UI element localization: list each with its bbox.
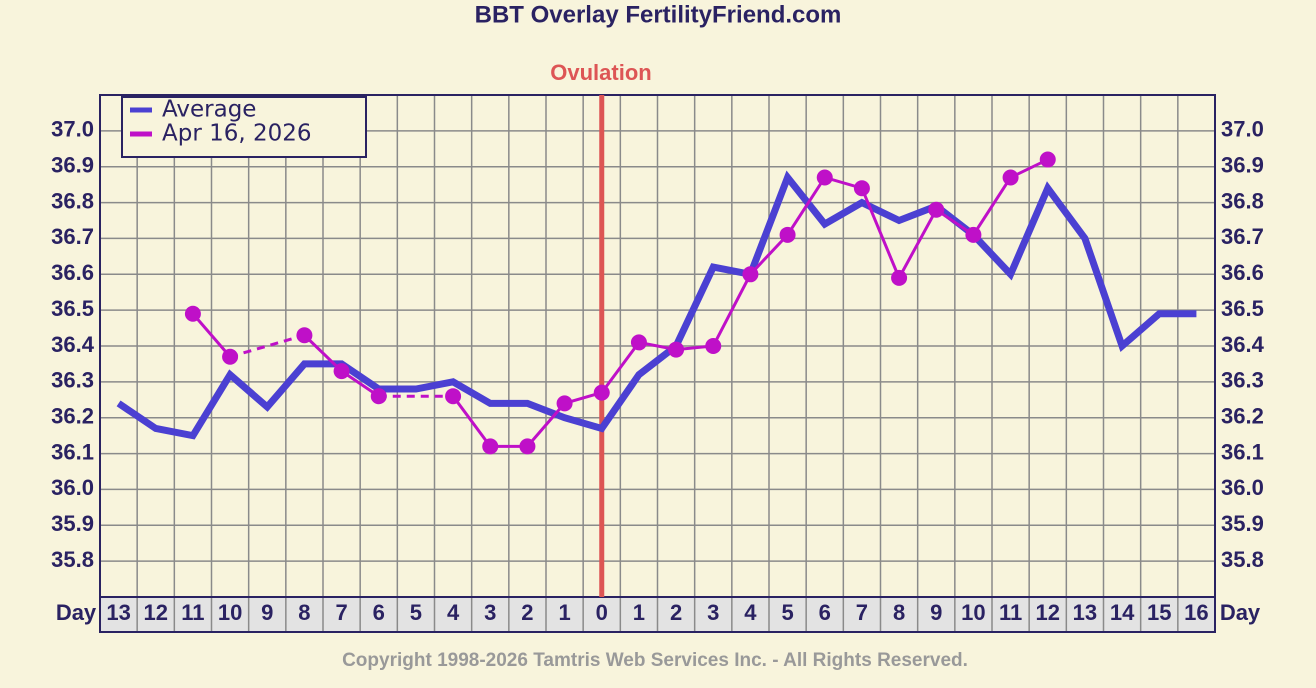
point (445, 388, 462, 405)
x-tick-label: 1 (558, 600, 570, 625)
x-tick-label: 1 (633, 600, 645, 625)
legend-box (121, 96, 367, 158)
footer: Copyright 1998-2026 Tamtris Web Services… (342, 650, 968, 671)
x-tick-label: 16 (1184, 600, 1208, 625)
x-tick-label: 11 (181, 600, 204, 625)
point (668, 341, 685, 358)
x-tick-label: 3 (484, 600, 496, 625)
x-tick-label: 13 (1073, 600, 1097, 625)
y-tick-label: 36.0 (51, 475, 94, 500)
point (779, 226, 796, 243)
y-tick-label-right: 36.3 (1221, 368, 1264, 393)
point (965, 226, 982, 243)
point (853, 180, 870, 197)
y-tick-label: 36.3 (51, 368, 94, 393)
y-tick-label: 35.8 (51, 547, 94, 572)
point (222, 348, 239, 365)
x-tick-label: 4 (447, 600, 460, 625)
point (593, 384, 610, 401)
point (705, 338, 722, 354)
y-tick-label: 35.9 (51, 511, 94, 536)
y-tick-label-right: 35.8 (1221, 547, 1264, 572)
x-tick-label: 12 (144, 600, 168, 625)
y-tick-label-right: 36.8 (1221, 188, 1264, 213)
x-tick-label: 10 (218, 600, 242, 625)
x-tick-label: 14 (1110, 600, 1135, 625)
point (482, 438, 499, 455)
x-tick-label: 11 (999, 600, 1022, 625)
x-tick-label: 5 (410, 600, 422, 625)
x-tick-label: 3 (707, 600, 719, 625)
y-tick-label-right: 37.0 (1221, 117, 1264, 142)
x-tick-label: 2 (670, 600, 682, 625)
point (816, 169, 833, 186)
point (333, 363, 350, 380)
x-tick-label: 7 (856, 600, 868, 625)
x-tick-label: 10 (961, 600, 985, 625)
x-tick-label: 5 (781, 600, 793, 625)
x-tick-label: 7 (335, 600, 347, 625)
x-tick-label: 4 (744, 600, 757, 625)
point (519, 438, 536, 455)
x-tick-label: 8 (893, 600, 905, 625)
point (928, 201, 945, 218)
y-tick-label: 36.9 (51, 153, 94, 178)
legend-label: Average (162, 97, 256, 123)
x-tick-label: 13 (106, 600, 130, 625)
x-axis-label: Day (56, 600, 97, 625)
point (184, 305, 201, 322)
x-tick-label: 9 (261, 600, 273, 625)
ovulation-label: Ovulation (550, 60, 651, 85)
x-tick-label: 6 (373, 600, 385, 625)
series-line (116, 170, 1197, 440)
point (1002, 169, 1019, 186)
point (742, 266, 759, 283)
point (891, 269, 908, 286)
point (630, 334, 647, 351)
x-axis-label-right: Day (1220, 600, 1261, 625)
y-tick-label-right: 36.7 (1221, 224, 1264, 249)
point (556, 395, 573, 412)
y-tick-label: 36.1 (51, 439, 94, 464)
x-tick-label: 2 (521, 600, 533, 625)
y-tick-label-right: 36.6 (1221, 260, 1264, 285)
y-tick-label: 36.7 (51, 224, 94, 249)
y-tick-label: 36.6 (51, 260, 94, 285)
y-tick-label: 36.4 (51, 332, 95, 357)
chart-title: BBT Overlay FertilityFriend.com (475, 1, 842, 28)
y-tick-label-right: 36.5 (1221, 296, 1264, 321)
y-tick-label-right: 36.9 (1221, 153, 1264, 178)
y-tick-label: 36.2 (51, 404, 94, 429)
x-tick-label: 12 (1036, 600, 1060, 625)
y-tick-label-right: 35.9 (1221, 511, 1264, 536)
x-tick-label: 0 (596, 600, 608, 625)
y-tick-label: 37.0 (51, 117, 94, 142)
y-tick-label-right: 36.1 (1221, 439, 1264, 464)
x-tick-label: 9 (930, 600, 942, 625)
x-tick-label: 8 (298, 600, 310, 625)
legend-label: Apr 16, 2026 (162, 121, 312, 147)
y-tick-label: 36.8 (51, 188, 94, 213)
y-tick-label-right: 36.2 (1221, 404, 1264, 429)
y-tick-label-right: 36.4 (1221, 332, 1265, 357)
point (1039, 151, 1056, 168)
point (370, 388, 387, 405)
point (296, 327, 313, 344)
x-tick-label: 6 (819, 600, 831, 625)
x-tick-label: 15 (1147, 600, 1171, 625)
y-tick-label-right: 36.0 (1221, 475, 1264, 500)
plot-frame (99, 94, 1216, 633)
y-tick-label: 36.5 (51, 296, 94, 321)
